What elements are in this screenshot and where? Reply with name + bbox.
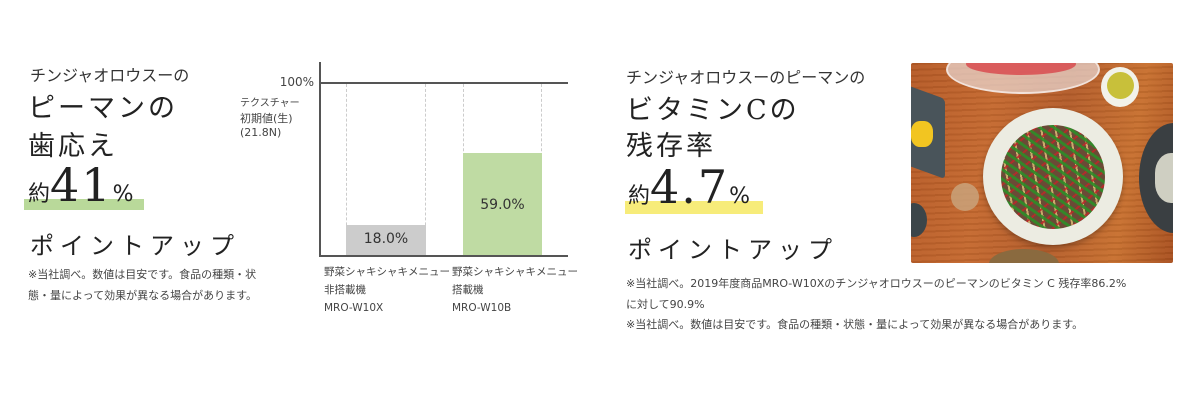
left-stat-highlight [24,199,144,210]
bar-label-mro-w10b: 野菜シャキシャキメニュー 搭載機 MRO-W10B [452,263,578,317]
right-note-line3: ※当社調べ。数値は目安です。食品の種類・状態・量によって効果が異なる場合がありま… [626,318,1084,331]
right-stat-unit: % [729,184,751,209]
bottom-bowl [989,249,1059,263]
right-note-line2: に対して90.9% [626,298,705,311]
right-subtitle: チンジャオロウスーのピーマンの [626,68,866,87]
left-stat: 約41% [24,158,158,214]
right-note-line1: ※当社調べ。2019年度商品MRO-W10Xのチンジャオロウスーのピーマンのビタ… [626,277,1127,290]
bar-label-mro-w10x: 野菜シャキシャキメニュー 非搭載機 MRO-W10X [324,263,450,317]
bar-label-line: 野菜シャキシャキメニュー [324,266,450,278]
right-title-line2: 残存率 [626,131,716,162]
left-stat-unit: % [112,182,134,207]
bar-value-label: 18.0% [363,231,409,247]
bar-label-line: 搭載機 [452,284,484,296]
left-note-line1: ※当社調べ。数値は目安です。食品の種類・状 [28,268,257,281]
line-100-percent [319,82,568,84]
clams [1155,153,1173,203]
small-cup [911,203,927,237]
small-lid [951,183,979,211]
y-axis-desc-line2: 初期値(生) [240,112,293,125]
sauce [1107,72,1134,99]
y-axis-100-label: 100% [279,75,314,89]
right-point-up: ポイントアップ [628,236,838,264]
bar-label-model: MRO-W10X [324,302,384,314]
left-title-line1: ピーマンの [28,93,178,124]
left-stat-prefix: 約 [28,182,51,207]
pepper-steak-stirfry [1001,125,1105,229]
right-stat-prefix: 約 [628,184,651,209]
y-axis-desc-line1: テクスチャー [240,98,300,109]
bar-label-line: 非搭載機 [324,284,366,296]
bar-mro-w10b: 59.0% [463,153,542,255]
y-axis-desc-line3: (21.8N) [240,126,282,139]
bar-label-line: 野菜シャキシャキメニュー [452,266,578,278]
guide-dash [346,84,347,255]
x-axis-line [319,255,568,257]
right-stat: 約4.7% [625,160,778,216]
left-title-line2: 歯応え [28,131,118,162]
left-point-up: ポイントアップ [30,232,240,260]
left-subtitle: チンジャオロウスーの [30,66,190,85]
tomato-slices [966,63,1076,75]
right-stat-value: 4.7 [650,160,730,214]
bar-value-label: 59.0% [480,197,525,213]
left-stat-value: 41 [50,158,113,212]
right-title-line1: ビタミンCの [626,95,800,126]
bar-label-model: MRO-W10B [452,302,512,314]
food-photo [911,63,1173,263]
bar-mro-w10x: 18.0% [346,225,426,255]
side-dish-yellow [911,121,933,147]
guide-dash [425,84,426,255]
left-note-line2: 態・量によって効果が異なる場合があります。 [28,289,258,302]
right-stat-highlight [625,201,763,214]
y-axis-line [319,62,321,256]
